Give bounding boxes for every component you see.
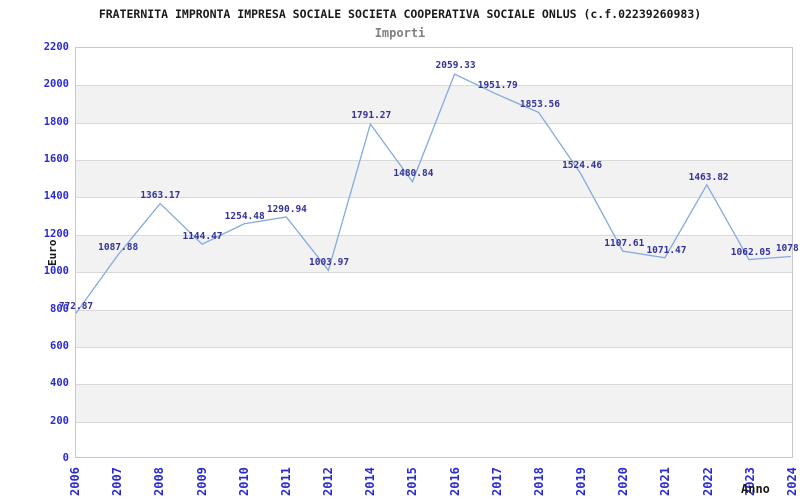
x-tick-label: 2014 bbox=[363, 467, 378, 496]
gridline bbox=[76, 85, 792, 87]
data-point-label: 1107.61 bbox=[604, 238, 645, 250]
x-tick-label: 2017 bbox=[489, 467, 504, 496]
y-tick-label: 1600 bbox=[43, 153, 69, 166]
x-tick-label: 2022 bbox=[700, 467, 715, 496]
gridline bbox=[76, 197, 792, 199]
line-series-svg bbox=[75, 73, 792, 314]
x-tick-label: 2009 bbox=[194, 467, 209, 496]
y-tick-label: 200 bbox=[50, 414, 69, 427]
y-tick-label: 600 bbox=[50, 339, 69, 352]
data-point-label: 1087.88 bbox=[98, 241, 139, 253]
y-tick-label: 1800 bbox=[43, 115, 69, 128]
y-tick-label: 2000 bbox=[43, 78, 69, 91]
x-tick-label: 2011 bbox=[278, 467, 293, 496]
y-tick-label: 0 bbox=[62, 452, 69, 464]
y-tick-label: 1000 bbox=[43, 265, 69, 278]
gridline bbox=[76, 122, 792, 124]
gridline bbox=[76, 346, 792, 348]
y-tick-label: 2200 bbox=[43, 41, 69, 53]
gridline bbox=[76, 384, 792, 386]
data-point-label: 1062.05 bbox=[730, 246, 771, 258]
data-point-label: 1290.94 bbox=[266, 203, 307, 215]
y-tick-label: 1400 bbox=[43, 190, 69, 203]
data-point-label: 2059.33 bbox=[435, 60, 476, 72]
data-point-label: 1791.27 bbox=[351, 110, 392, 122]
data-point-label: 1003.97 bbox=[309, 257, 350, 269]
plot-band bbox=[76, 85, 792, 123]
y-tick-label: 400 bbox=[50, 377, 69, 390]
chart-subtitle: Importi bbox=[374, 26, 426, 40]
data-point-label: 1524.46 bbox=[562, 160, 603, 172]
importi-line bbox=[75, 73, 792, 314]
x-tick-label: 2020 bbox=[616, 467, 631, 496]
x-tick-label: 2019 bbox=[574, 467, 589, 496]
data-point-label: 1078.7 bbox=[775, 243, 800, 255]
x-tick-label: 2016 bbox=[447, 467, 462, 496]
plot-band bbox=[76, 234, 792, 273]
x-tick-label: 2008 bbox=[152, 467, 167, 496]
x-tick-label: 2006 bbox=[68, 467, 82, 496]
data-point-label: 1463.82 bbox=[688, 171, 729, 183]
data-point-label: 1363.17 bbox=[140, 190, 181, 202]
data-point-label: 1071.47 bbox=[646, 244, 687, 256]
x-tick-label: 2018 bbox=[531, 467, 546, 496]
y-axis-title: Euro bbox=[46, 239, 59, 267]
plot-band bbox=[76, 384, 792, 422]
y-tick-label: 1200 bbox=[43, 227, 69, 240]
plot-area: 772.87 1087.88 1363.17 1144.47 1254.48 1290.9… bbox=[59, 47, 800, 458]
gridline bbox=[76, 309, 792, 311]
data-point-label: 1951.79 bbox=[477, 80, 518, 92]
x-tick-label: 2015 bbox=[405, 467, 420, 496]
plot-band bbox=[76, 160, 792, 198]
gridline bbox=[76, 234, 792, 236]
x-tick-label: 2024 bbox=[785, 467, 799, 496]
data-point-label: 1480.84 bbox=[393, 168, 434, 180]
y-tick-label: 800 bbox=[50, 302, 69, 315]
data-point-label: 1853.56 bbox=[519, 98, 560, 110]
data-point-label: 772.87 bbox=[58, 300, 94, 312]
x-tick-label: 2007 bbox=[110, 467, 125, 496]
chart-title: FRATERNITA IMPRONTA IMPRESA SOCIALE SOCI… bbox=[98, 7, 702, 21]
x-tick-label: 2010 bbox=[236, 467, 251, 496]
gridline bbox=[76, 272, 792, 274]
x-axis-title: Anno bbox=[741, 482, 770, 496]
data-point-label: 1254.48 bbox=[224, 210, 265, 222]
gridline bbox=[76, 421, 792, 423]
x-tick-label: 2012 bbox=[321, 467, 336, 496]
x-tick-label: 2021 bbox=[658, 467, 673, 496]
plot-band bbox=[76, 309, 792, 347]
gridline bbox=[76, 160, 792, 162]
data-point-label: 1144.47 bbox=[182, 231, 223, 243]
